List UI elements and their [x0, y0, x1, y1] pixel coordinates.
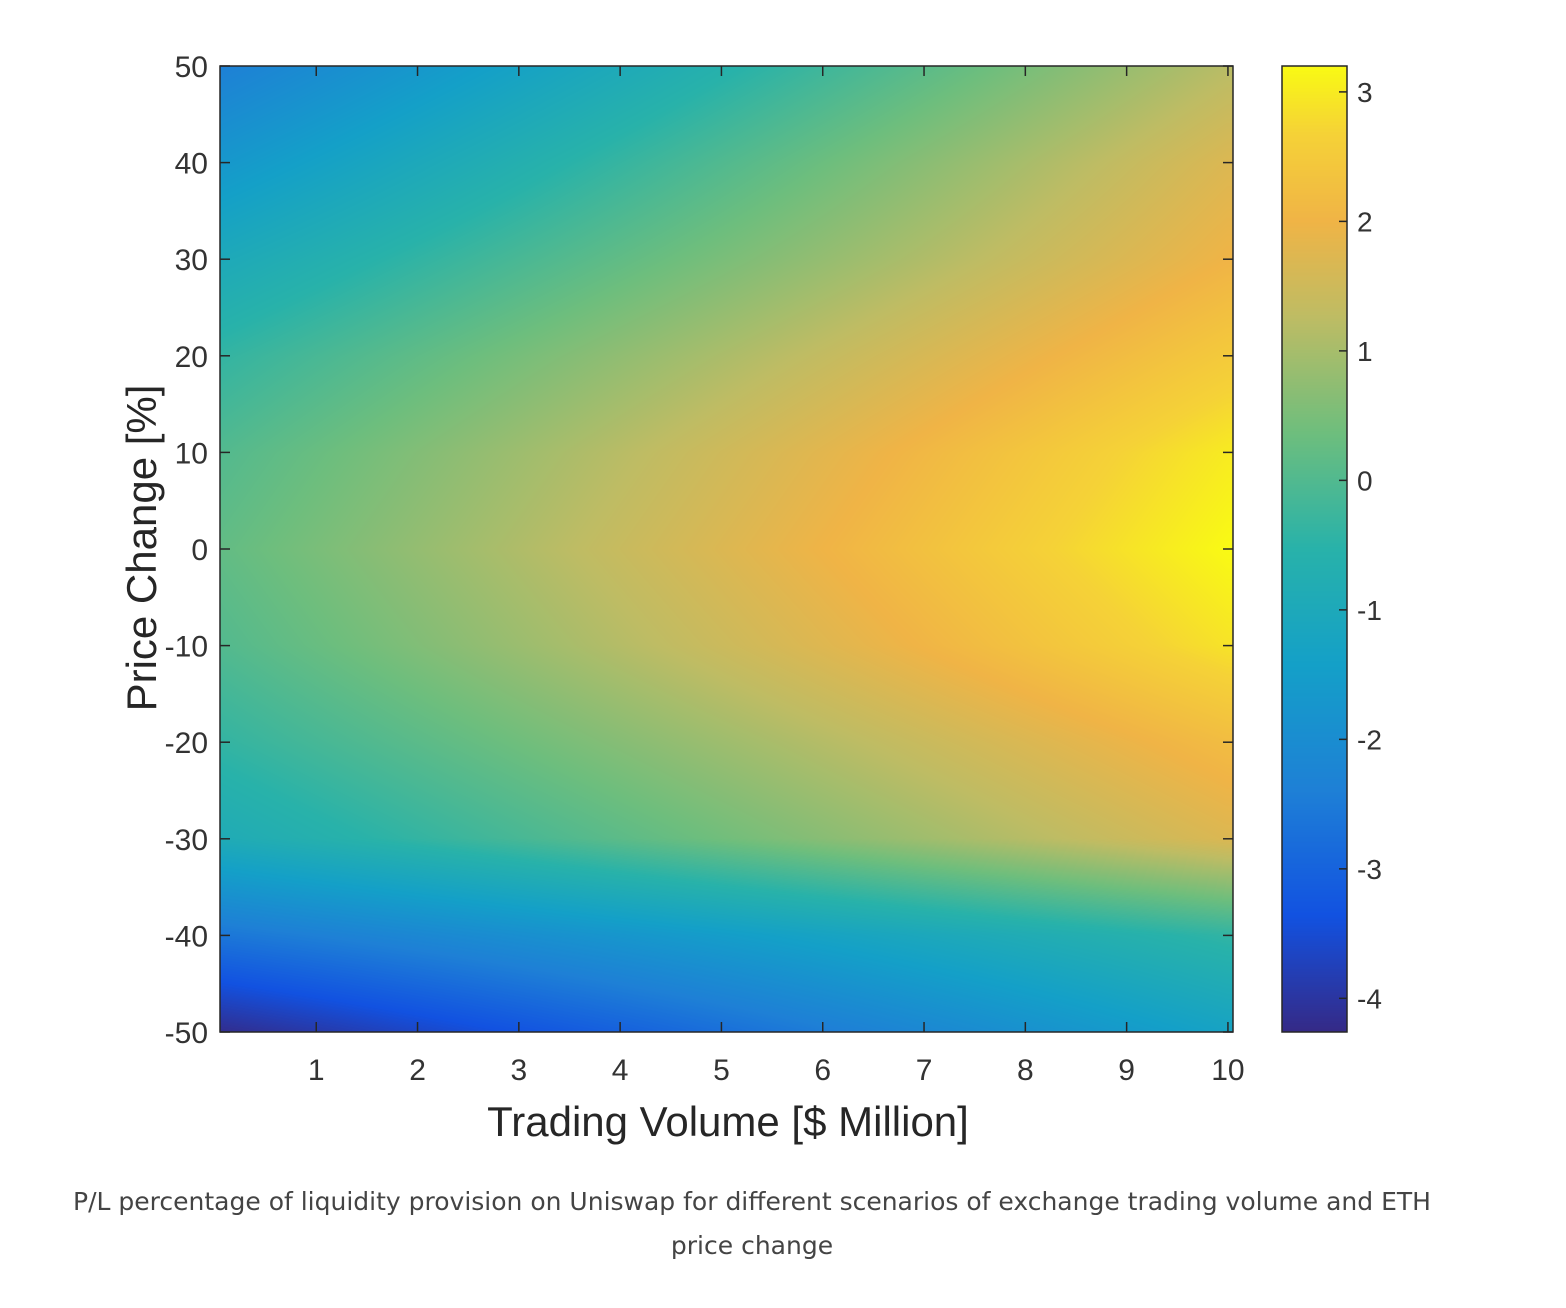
- colorbar-tick-label: 1: [1357, 336, 1373, 367]
- y-tick-label: 0: [191, 534, 208, 567]
- y-tick-label: 30: [175, 244, 208, 277]
- x-tick-label: 10: [1211, 1054, 1244, 1087]
- x-tick-label: 8: [1017, 1054, 1034, 1087]
- x-tick-label: 5: [713, 1054, 730, 1087]
- y-tick-label: -20: [165, 727, 208, 760]
- x-axis-label: Trading Volume [$ Million]: [487, 1098, 969, 1145]
- y-tick-label: -10: [165, 631, 208, 664]
- y-tick-label: 50: [175, 51, 208, 84]
- x-tick-label: 6: [814, 1054, 831, 1087]
- plot-frame: [219, 65, 1234, 1033]
- figure-caption: P/L percentage of liquidity provision on…: [73, 1187, 1431, 1260]
- y-tick-label: -40: [165, 920, 208, 953]
- y-tick-label: 20: [175, 341, 208, 374]
- x-tick-label: 7: [916, 1054, 933, 1087]
- x-tick-label: 3: [510, 1054, 527, 1087]
- y-axis-label: Price Change [%]: [118, 385, 165, 712]
- colorbar-tick-label: -1: [1357, 595, 1382, 626]
- colorbar-tick-label: 2: [1357, 206, 1373, 237]
- colorbar-tick-label: -4: [1357, 983, 1382, 1014]
- colorbar-tick-label: -3: [1357, 854, 1382, 885]
- colorbar-tick-label: 3: [1357, 77, 1373, 108]
- x-tick-label: 1: [308, 1054, 325, 1087]
- chart-axes: 1 2 3 4 5 6 7 8 9 1050403020100-10-20-30-40-50321…: [118, 51, 1382, 1145]
- y-tick-label: -50: [165, 1017, 208, 1050]
- colorbar-tick-label: 0: [1357, 465, 1373, 496]
- colorbar-frame: [1281, 65, 1348, 1033]
- colorbar: [1282, 66, 1347, 1032]
- y-tick-label: 40: [175, 148, 208, 181]
- x-tick-label: 4: [612, 1054, 629, 1087]
- x-tick-label: 2: [409, 1054, 426, 1087]
- y-tick-label: -30: [165, 824, 208, 857]
- x-tick-label: 9: [1118, 1054, 1135, 1087]
- y-tick-label: 10: [175, 437, 208, 470]
- heatmap-surface: [220, 66, 1233, 1032]
- colorbar-tick-label: -2: [1357, 724, 1382, 755]
